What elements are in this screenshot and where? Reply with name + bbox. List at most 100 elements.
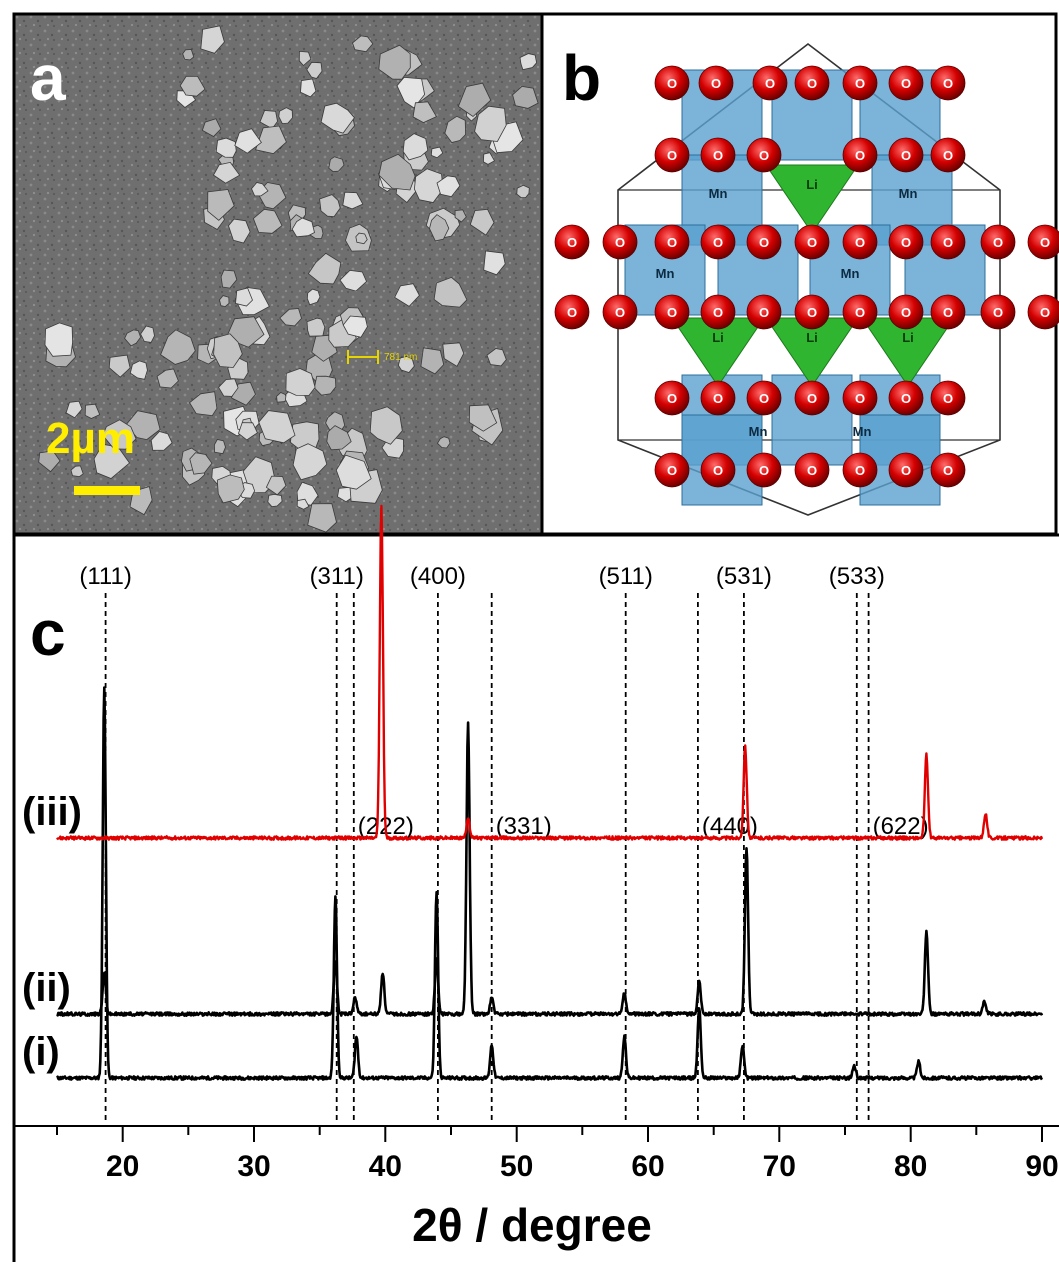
sem-grain [150,431,173,451]
oxygen-atom [794,65,830,101]
sem-grain [307,503,337,533]
sem-grain [228,218,251,244]
measure-label: 781 nm [384,352,417,363]
sem-grain [160,329,196,365]
sem-grain [313,375,337,396]
sem-grain [219,295,230,308]
sem-grain [285,368,316,396]
x-tick-label: 20 [106,1150,139,1183]
xrd-peak [699,1007,700,1008]
sem-grain [296,498,310,510]
oxygen-atom [794,452,830,488]
x-tick-label: 40 [369,1150,402,1183]
xrd-peak [742,1044,743,1045]
oxygen-label: O [713,148,723,163]
sem-grain [307,252,342,285]
oxygen-label: O [855,305,865,320]
scale-bar [74,486,140,495]
sem-grain [306,61,323,79]
reference-line-label: (531) [716,563,772,590]
oxygen-label: O [667,76,677,91]
panel-c-frame [14,534,1056,1258]
oxygen-atom [930,452,966,488]
oxygen-label: O [1040,235,1050,250]
x-tick-label: 70 [763,1150,796,1183]
xrd-series-line [56,721,1044,1017]
sem-grain [352,35,374,53]
sem-grain [65,400,83,419]
sem-grain [306,288,321,306]
sem-grain [486,348,507,367]
oxygen-atom [888,452,924,488]
oxygen-atom [1027,294,1059,330]
oxygen-label: O [1040,305,1050,320]
x-axis: 20 30 40 50 60 70 80 90 [14,1125,1059,1183]
sem-grain [238,422,258,441]
oxygen-atom [746,224,782,260]
xrd-peak [436,891,437,892]
sem-grain [201,118,222,137]
scale-bar-label: 2µm [46,414,135,463]
sem-grain [102,419,137,450]
mn-label: Mn [841,266,860,281]
xrd-peak [984,1001,985,1002]
oxygen-label: O [807,305,817,320]
reference-line-label: (511) [599,563,653,590]
oxygen-atom [654,452,690,488]
sem-grain [396,76,426,109]
sem-grain [108,354,131,378]
mn-label: Mn [853,424,872,439]
oxygen-atom [842,452,878,488]
oxygen-label: O [855,235,865,250]
x-tick-label: 50 [500,1150,533,1183]
xrd-peak [746,847,747,848]
oxygen-label: O [943,235,953,250]
oxygen-atom [980,224,1016,260]
oxygen-atom [746,294,782,330]
sem-grain [442,342,465,367]
oxygen-atom [888,224,924,260]
sem-grain [436,175,461,198]
series-label: (iii) [22,790,82,834]
oxygen-atom [700,224,736,260]
sem-grain [182,49,195,61]
sem-grain [326,425,352,451]
oxygen-label: O [667,463,677,478]
sem-grain [369,406,403,445]
sem-grain [44,322,74,357]
sem-grain [215,137,237,158]
sem-grain [319,194,341,218]
li-tetrahedron [765,164,859,234]
li-label: Li [806,177,818,192]
crystal-structure: Li Li Li Li Mn Mn Mn Mn Mn Mn O O O O O O O O O O O O O O O O O O O O… [554,42,1059,516]
oxygen-label: O [615,305,625,320]
oxygen-atom [842,294,878,330]
oxygen-atom [700,452,736,488]
li-label: Li [806,330,818,345]
sem-grain [394,283,420,307]
oxygen-label: O [615,235,625,250]
sem-grain [433,276,468,308]
xrd-peak [926,930,927,931]
oxygen-label: O [901,235,911,250]
sem-grain [124,329,142,347]
oxygen-atom [842,65,878,101]
oxygen-label: O [943,148,953,163]
sem-particles [38,25,539,533]
sem-grain [278,107,293,125]
sem-grain [483,250,506,276]
xrd-series-line [56,504,1044,841]
oxygen-atom [700,294,736,330]
xrd-peak [335,959,336,960]
oxygen-label: O [901,305,911,320]
oxygen-atom [654,294,690,330]
sem-grain [156,368,179,389]
reference-line-label: (311) [310,563,364,590]
oxygen-atom [888,294,924,330]
oxygen-atom [602,294,638,330]
sem-grain [258,410,296,444]
oxygen-atom [746,137,782,173]
series-label: (ii) [22,966,71,1010]
oxygen-atom [794,380,830,416]
oxygen-label: O [711,76,721,91]
